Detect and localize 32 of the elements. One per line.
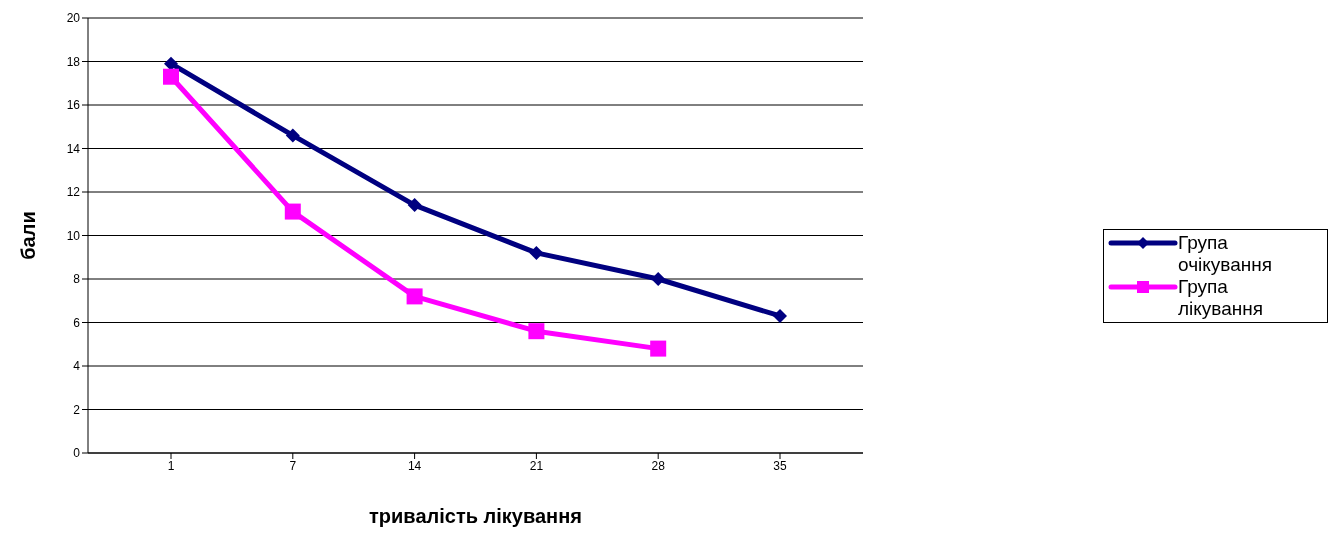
- y-tick-label: 2: [73, 402, 81, 417]
- point: [407, 198, 422, 213]
- point: [285, 128, 300, 143]
- y-tick-label: 14: [66, 141, 81, 156]
- point: [164, 56, 178, 71]
- legend-label: Група лікування: [1178, 275, 1265, 320]
- legend-label: Група очікування: [1178, 231, 1274, 276]
- x-tick-label: 21: [529, 458, 544, 473]
- y-tick-label: 12: [66, 185, 81, 200]
- y-tick-label: 18: [66, 54, 81, 69]
- y-axis-title: бали: [17, 211, 40, 260]
- x-tick-label: 35: [773, 458, 787, 473]
- point: [773, 308, 787, 323]
- x-tick-label: 1: [167, 458, 175, 473]
- y-tick-label: 0: [73, 446, 81, 461]
- y-tick-label: 4: [73, 359, 81, 374]
- point: [163, 68, 179, 85]
- point: [650, 340, 667, 357]
- y-tick-label: 6: [73, 315, 81, 330]
- point: [529, 245, 544, 260]
- x-tick-label: 14: [407, 458, 422, 473]
- point: [284, 203, 301, 220]
- x-tick-label: 7: [289, 458, 297, 473]
- x-tick-label: 28: [651, 458, 666, 473]
- y-tick-label: 16: [66, 98, 81, 113]
- point: [528, 323, 545, 340]
- y-tick-label: 8: [73, 272, 81, 287]
- point: [406, 288, 423, 305]
- point: [651, 272, 666, 286]
- y-tick-label: 10: [66, 228, 81, 243]
- y-tick-label: 20: [66, 11, 81, 26]
- x-axis-title: тривалість лікування: [369, 505, 582, 527]
